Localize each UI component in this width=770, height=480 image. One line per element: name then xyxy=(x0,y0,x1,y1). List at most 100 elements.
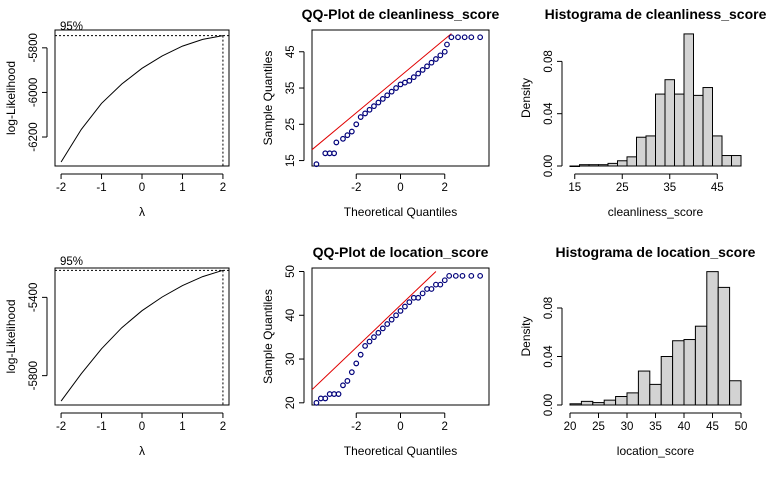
p5-histogram-bar xyxy=(626,392,639,406)
p1-qq-point xyxy=(340,135,346,142)
p5-histogram-bar xyxy=(592,402,605,406)
p3-x-tick-label: -2 xyxy=(56,421,66,433)
p4-qq-point xyxy=(393,312,399,319)
p5-x-tick-label: 45 xyxy=(706,421,719,433)
p1-chart-title: QQ-Plot de cleanliness_score xyxy=(302,6,500,22)
p5-histogram-bar xyxy=(637,370,651,406)
p4-x-tick-label: 2 xyxy=(442,421,448,433)
p2-histogram-bar xyxy=(636,136,647,167)
p1-qq-point xyxy=(353,121,360,128)
p2-histogram-bar xyxy=(683,33,694,167)
p2-histogram-bar xyxy=(712,135,723,167)
p4-qq-point xyxy=(353,360,360,367)
p2-x-tick-label: 35 xyxy=(663,182,676,194)
p1-qq-point xyxy=(388,88,395,95)
p4-chart-title: QQ-Plot de location_score xyxy=(313,244,489,260)
p4-qq-point xyxy=(366,338,373,345)
p1-qq-point xyxy=(384,92,391,99)
p1-qq-point xyxy=(393,85,399,91)
p5-x-tick-label: 25 xyxy=(592,421,605,433)
p4-plot-frame xyxy=(311,267,490,406)
p5-histogram-bar xyxy=(569,403,582,406)
p1-qq-point xyxy=(428,59,435,66)
p2-histogram-bar xyxy=(693,94,704,167)
p2-x-tick-label: 15 xyxy=(568,182,581,194)
p2-y-tick-label: 0.04 xyxy=(543,102,555,125)
p0-x-tick-label: -1 xyxy=(96,182,106,194)
p1-qq-point xyxy=(461,34,468,41)
p5-y-axis-label: Density xyxy=(519,316,533,356)
p1-qq-point xyxy=(441,48,448,55)
p1-qq-point xyxy=(437,52,444,59)
p4-qq-point xyxy=(415,294,422,301)
p5-histogram-bar xyxy=(706,271,719,406)
p1-qq-point xyxy=(477,34,484,41)
p1-x-tick-label: 0 xyxy=(397,182,403,194)
p5-x-axis-label: location_score xyxy=(617,444,695,458)
p2-x-axis-label: cleanliness_score xyxy=(608,205,704,219)
p2-histogram-bar xyxy=(579,164,590,167)
p3-y-tick-label: -5800 xyxy=(28,361,40,390)
p1-qq-point xyxy=(362,110,369,117)
p1-qq-point xyxy=(433,56,439,62)
p1-x-tick-label: 2 xyxy=(442,182,448,194)
p0-x-tick-label: 1 xyxy=(179,182,185,194)
p1-qq-point xyxy=(444,41,450,48)
p0-y-tick-label: -6200 xyxy=(28,122,40,151)
p5-histogram-bar xyxy=(672,340,685,406)
p2-chart-title: Histograma de cleanliness_score xyxy=(545,6,767,22)
p0-x-tick-label: -2 xyxy=(56,182,66,194)
p1-x-axis-label: Theoretical Quantiles xyxy=(344,205,457,219)
p5-histogram-bar xyxy=(717,286,731,406)
p4-qq-point xyxy=(437,281,444,288)
p4-qq-point xyxy=(388,316,395,323)
p2-histogram-bar xyxy=(626,156,637,167)
p0-loglik-curve xyxy=(60,35,223,163)
p2-histogram-bar xyxy=(617,160,628,167)
p4-qq-point xyxy=(344,378,351,384)
p5-histogram-bar xyxy=(660,356,674,406)
p4-qq-point xyxy=(406,299,413,306)
p4-y-tick-label: 40 xyxy=(285,309,297,322)
p3-ci-annotation: 95% xyxy=(60,256,83,268)
p5-histogram-bar xyxy=(694,325,708,406)
p5-histogram-bar xyxy=(649,383,662,406)
p3-x-tick-label: 1 xyxy=(179,421,185,433)
p4-qq-point xyxy=(379,325,386,332)
p2-histogram-bar xyxy=(731,155,742,167)
p4-qq-point xyxy=(362,343,369,349)
p1-qq-point xyxy=(424,63,430,70)
p4-qq-point xyxy=(340,382,346,389)
p4-qq-point xyxy=(477,272,484,279)
p4-qq-point xyxy=(313,399,320,406)
p2-x-tick-label: 45 xyxy=(711,182,724,194)
p1-qq-point xyxy=(455,34,461,41)
p3-y-tick-label: -5400 xyxy=(28,283,40,312)
p2-histogram-bar xyxy=(645,135,656,167)
p3-loglik-curve xyxy=(60,269,224,402)
p4-qq-point xyxy=(384,321,391,327)
p3-x-axis-label: λ xyxy=(139,444,145,458)
p1-qq-point xyxy=(331,150,338,157)
p4-qq-point xyxy=(452,272,459,279)
p1-qq-point xyxy=(415,70,422,77)
p4-qq-point xyxy=(357,351,364,358)
p5-x-tick-label: 20 xyxy=(564,421,577,433)
p1-y-tick-label: 15 xyxy=(285,154,297,167)
p1-plot-frame xyxy=(311,29,490,167)
p2-histogram-bar xyxy=(664,79,675,167)
p1-qq-point xyxy=(406,77,413,84)
p4-qq-point xyxy=(335,391,342,397)
p1-qq-point xyxy=(371,103,377,110)
p2-histogram-bar xyxy=(674,93,685,167)
p2-histogram-bar xyxy=(721,155,732,167)
p4-qq-point xyxy=(428,286,435,292)
p2-x-tick-label: 25 xyxy=(616,182,629,194)
p1-qq-point xyxy=(410,74,417,81)
p2-histogram-bar xyxy=(607,162,618,167)
p5-x-tick-label: 40 xyxy=(678,421,691,433)
p4-y-tick-label: 20 xyxy=(285,396,297,409)
p3-x-tick-label: -1 xyxy=(96,421,106,433)
p5-x-tick-label: 35 xyxy=(649,421,662,433)
